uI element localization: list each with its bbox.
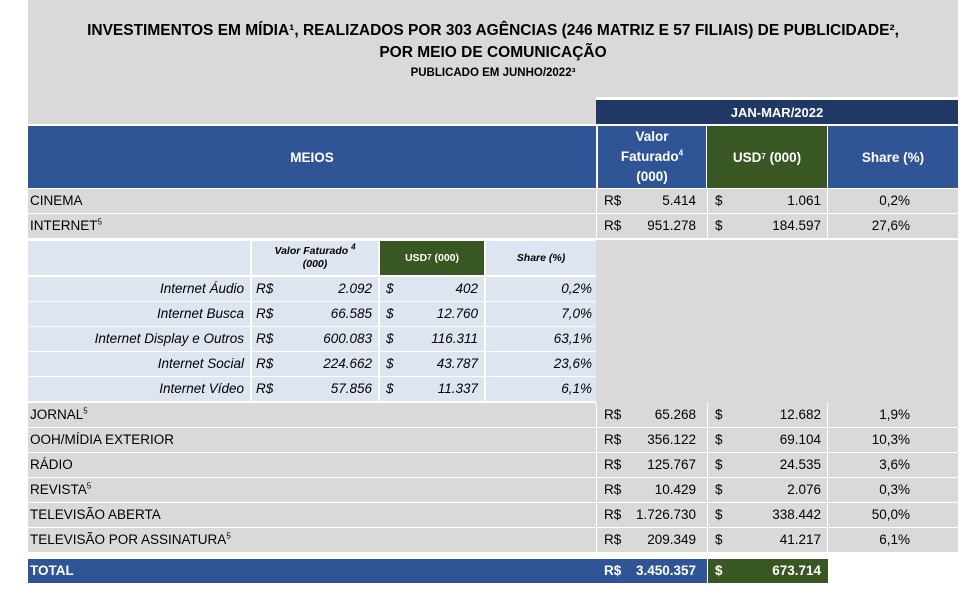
table-row: OOH/MÍDIA EXTERIOR R$ 356.122 $69.104 10,3% [28,428,958,452]
sub-meio-name: Internet Áudio [28,277,250,301]
sub-meio-name: Internet Busca [28,302,250,326]
share-header: Share (%) [828,126,958,188]
meio-name: OOH/MÍDIA EXTERIOR [30,432,175,447]
meio-name: JORNAL5 [30,406,88,422]
total-valor: 3.450.357 [635,563,696,578]
total-row: TOTAL R$ 3.450.357 $ 673.714 [28,559,828,583]
table-row: REVISTA5 R$ 10.429 $2.076 0,3% [28,478,958,502]
internet-sub-row: Internet Social R$ 224.662 $43.787 23,6% [28,352,596,376]
meios-header: MEIOS [28,126,596,188]
valor-faturado-header: Valor Faturado4 (000) [598,126,706,188]
sub-meio-name: Internet Vídeo [28,377,250,401]
sub-valor-header: Valor Faturado 4 (000) [252,241,378,275]
table-row: RÁDIO R$ 125.767 $24.535 3,6% [28,453,958,477]
internet-sub-row: Internet Vídeo R$ 57.856 $11.337 6,1% [28,377,596,401]
sub-usd-header: USD 7 (000) [380,241,484,275]
subtable-filler [596,240,958,403]
report-title-line2: POR MEIO DE COMUNICAÇÃO [379,44,607,61]
subtable-blank-header [28,241,250,275]
meio-name: RÁDIO [30,457,73,472]
table-row: JORNAL5 R$ 65.268 $12.682 1,9% [28,403,958,427]
sub-meio-name: Internet Social [28,352,250,376]
table-row: INTERNET5 R$ 951.278 $ 184.597 27,6% [28,214,958,238]
total-usd: 673.714 [772,563,821,578]
total-label: TOTAL [30,563,74,578]
table-row: TELEVISÃO POR ASSINATURA5 R$ 209.349 $41.21… [28,528,958,552]
internet-sub-row: Internet Áudio R$ 2.092 $402 0,2% [28,277,596,301]
publication-date: PUBLICADO EM JUNHO/2022³ [410,67,576,79]
sub-share-header: Share (%) [486,241,596,275]
internet-sub-row: Internet Busca R$ 66.585 $12.760 7,0% [28,302,596,326]
meio-name: INTERNET5 [30,217,102,233]
header-spacer [28,97,596,124]
meio-name: REVISTA5 [30,481,92,497]
meio-name: TELEVISÃO POR ASSINATURA5 [30,531,231,547]
table-row: CINEMA R$ 5.414 $ 1.061 0,2% [28,189,958,213]
table-row: TELEVISÃO ABERTA R$ 1.726.730 $338.442 50,0% [28,503,958,527]
meio-name: TELEVISÃO ABERTA [30,507,161,522]
internet-sub-row: Internet Display e Outros R$ 600.083 $116.3… [28,327,596,351]
meio-name: CINEMA [30,193,83,208]
period-header: JAN-MAR/2022 [596,100,958,124]
usd-header: USD 7 (000) [707,126,827,188]
report-title-block: INVESTIMENTOS EM MÍDIA¹, REALIZADOS POR … [28,0,958,97]
sub-meio-name: Internet Display e Outros [28,327,250,351]
report-title: INVESTIMENTOS EM MÍDIA¹, REALIZADOS POR … [87,22,899,39]
